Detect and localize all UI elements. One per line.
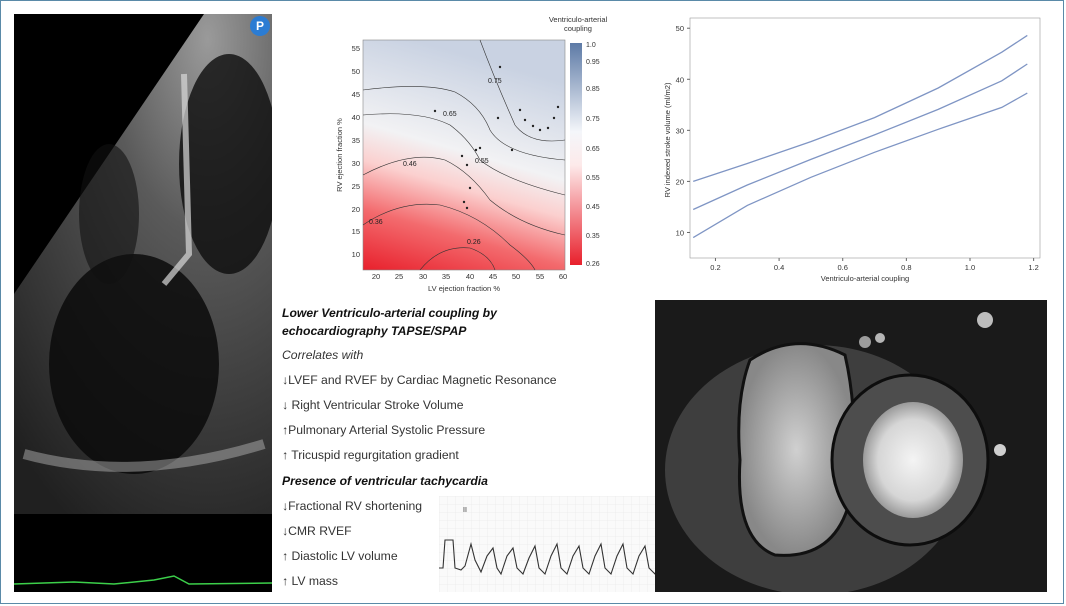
y-tick-label: 35 — [352, 136, 360, 145]
colorbar-title: coupling — [564, 24, 592, 33]
plot-frame — [689, 17, 1041, 259]
y-tick-label: 40 — [352, 113, 360, 122]
chart-axes: 0.2 0.4 0.6 0.8 1.0 1.2 10 20 30 40 50 — [676, 17, 1041, 272]
y-tick-label: 55 — [352, 44, 360, 53]
heading-coupling-method: echocardiography TAPSE/SPAP — [282, 324, 467, 338]
x-tick-label: 55 — [536, 272, 544, 281]
x-axis-label: LV ejection fraction % — [428, 284, 500, 293]
y-tick-label: 10 — [676, 228, 684, 237]
finding-item: ↓Fractional RV shortening — [282, 499, 423, 513]
finding-item: ↑ LV mass — [282, 574, 338, 588]
y-tick-label: 25 — [352, 182, 360, 191]
contour-lines — [362, 39, 566, 271]
x-tick-label: 1.0 — [965, 263, 975, 272]
y-axis-label: RV ejection fraction % — [335, 118, 344, 192]
colorbar-tick: 1.0 — [586, 42, 596, 49]
colorbar-tick: 0.85 — [586, 86, 600, 93]
x-tick-label: 35 — [442, 272, 450, 281]
contour-label: 0.55 — [475, 158, 489, 165]
fit-line — [692, 63, 1028, 211]
x-tick-label: 1.2 — [1028, 263, 1038, 272]
x-tick-label: 45 — [489, 272, 497, 281]
ecg-lead-label: II — [463, 507, 467, 514]
contour-label: 0.46 — [403, 161, 417, 168]
mri-slice — [655, 300, 1047, 592]
y-tick-label: 20 — [676, 177, 684, 186]
contour-label: 0.75 — [488, 78, 502, 85]
y-tick-label: 30 — [676, 126, 684, 135]
y-tick-label: 50 — [676, 24, 684, 33]
contour-label: 0.65 — [443, 111, 457, 118]
echocardiography-image: P — [14, 14, 272, 592]
cardiac-mri-image — [655, 300, 1047, 592]
x-tick-label: 0.4 — [774, 263, 784, 272]
x-tick-label: 0.8 — [901, 263, 911, 272]
finding-item: ↓CMR RVEF — [282, 524, 352, 538]
contour-surface — [362, 39, 566, 271]
y-tick-label: 15 — [352, 227, 360, 236]
x-tick-label: 40 — [466, 272, 474, 281]
colorbar-tick: 0.55 — [586, 175, 600, 182]
x-tick-label: 25 — [395, 272, 403, 281]
x-tick-label: 0.2 — [710, 263, 720, 272]
lower-ci-line — [692, 92, 1028, 239]
x-tick-label: 60 — [559, 272, 567, 281]
finding-item: ↓LVEF and RVEF by Cardiac Magnetic Reson… — [282, 373, 557, 387]
upper-ci-line — [692, 34, 1028, 183]
x-tick-labels: 20 25 30 35 40 45 50 55 60 — [372, 272, 567, 281]
heading-tachycardia: Presence of ventricular tachycardia — [282, 474, 488, 488]
p-badge: P — [250, 16, 270, 36]
x-axis-label: Ventriculo-arterial coupling — [821, 274, 909, 283]
coupling-stroke-volume-chart: 0.2 0.4 0.6 0.8 1.0 1.2 10 20 30 40 50 Ventriculo-… — [663, 17, 1041, 283]
colorbar-ticks: 1.0 0.95 0.85 0.75 0.65 0.55 0.45 0.35 0… — [586, 42, 600, 268]
colorbar-tick: 0.35 — [586, 233, 600, 240]
colorbar-tick: 0.75 — [586, 116, 600, 123]
x-tick-label: 50 — [512, 272, 520, 281]
y-tick-label: 45 — [352, 90, 360, 99]
finding-item: ↑ Diastolic LV volume — [282, 549, 398, 563]
colorbar-title: Ventriculo-arterial — [549, 15, 608, 24]
finding-item: ↑ Tricuspid regurgitation gradient — [282, 448, 459, 462]
y-tick-labels: 10 15 20 25 30 35 40 45 50 55 — [352, 44, 360, 259]
colorbar — [570, 43, 582, 265]
heading-coupling: Lower Ventriculo-arterial coupling by — [282, 306, 497, 320]
y-tick-label: 20 — [352, 205, 360, 214]
y-tick-label: 30 — [352, 159, 360, 168]
finding-item: ↓ Right Ventricular Stroke Volume — [282, 398, 464, 412]
data-points — [433, 65, 560, 210]
colorbar-tick: 0.26 — [586, 261, 600, 268]
echo-sector — [14, 14, 272, 585]
contour-label: 0.26 — [467, 239, 481, 246]
colorbar-tick: 0.95 — [586, 59, 600, 66]
finding-item: ↑Pulmonary Arterial Systolic Pressure — [282, 423, 486, 437]
contour-label: 0.36 — [369, 219, 383, 226]
x-tick-label: 30 — [419, 272, 427, 281]
y-tick-label: 50 — [352, 67, 360, 76]
y-tick-label: 10 — [352, 250, 360, 259]
x-tick-label: 20 — [372, 272, 380, 281]
ventriculo-arterial-contour-plot: 0.75 0.65 0.55 0.46 0.36 0.26 20 25 30 3… — [335, 15, 608, 293]
correlates-label: Correlates with — [282, 348, 364, 362]
y-axis-label: RV indexed stroke volume (ml/m2) — [663, 82, 672, 197]
x-tick-label: 0.6 — [838, 263, 848, 272]
colorbar-tick: 0.65 — [586, 146, 600, 153]
y-tick-label: 40 — [676, 75, 684, 84]
chart-series — [692, 34, 1028, 239]
colorbar-tick: 0.45 — [586, 204, 600, 211]
